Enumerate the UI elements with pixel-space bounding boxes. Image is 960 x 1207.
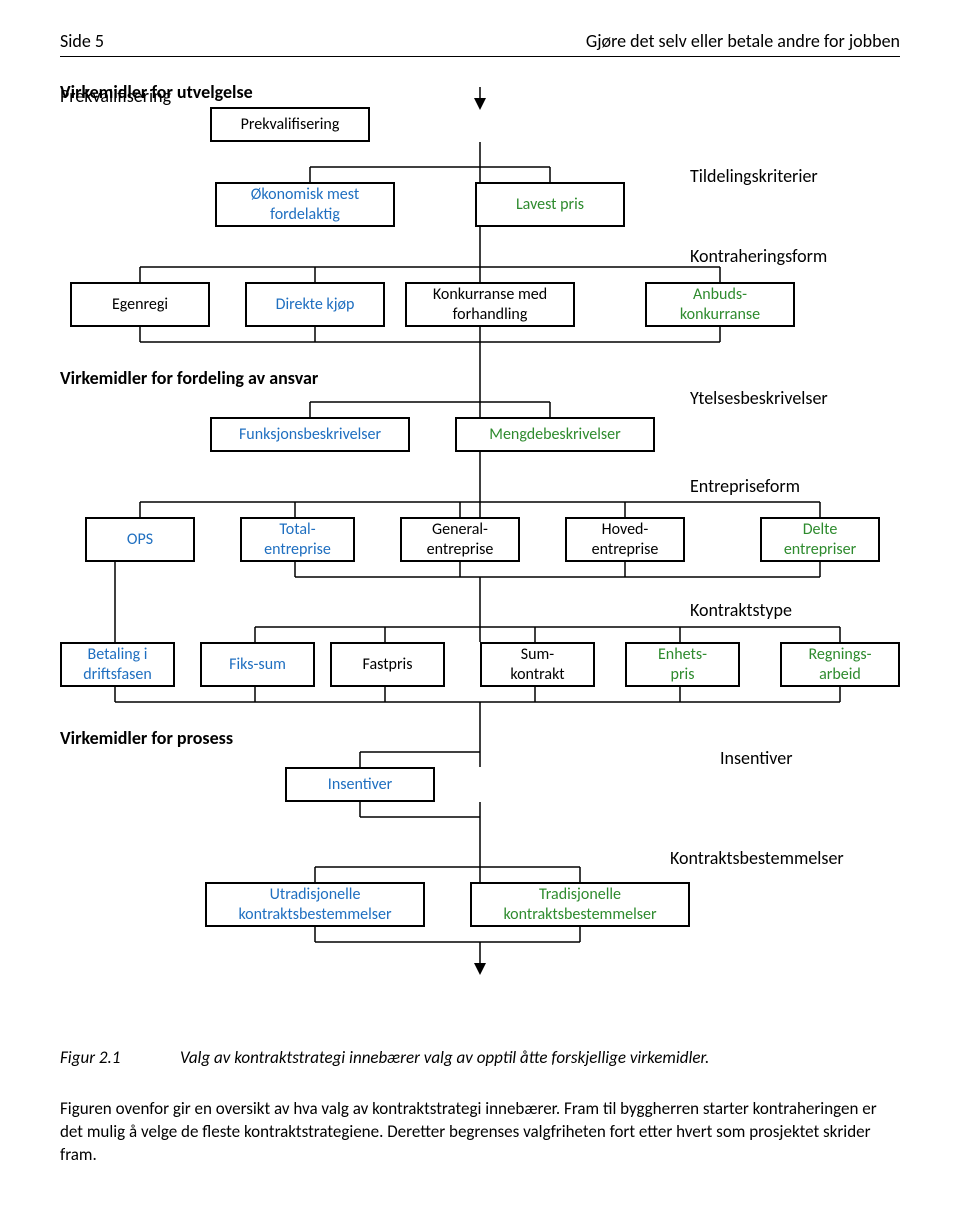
label-kontrahering: Kontraheringsform (690, 245, 827, 267)
box-konk-forh: Konkurranse med forhandling (405, 282, 575, 327)
label-kontraktsbestemmelser: Kontraktsbestemmelser (670, 847, 844, 869)
box-sumkontrakt: Sum- kontrakt (480, 642, 595, 687)
figure-caption: Figur 2.1 Valg av kontraktstrategi inneb… (60, 1047, 900, 1068)
figure-number: Figur 2.1 (60, 1047, 180, 1068)
label-prekval: Prekvalifisering (60, 85, 171, 107)
body-paragraph: Figuren ovenfor gir en oversikt av hva v… (60, 1098, 900, 1167)
label-ytelses: Ytelsesbeskrivelser (690, 387, 828, 409)
box-insentiver: Insentiver (285, 767, 435, 802)
box-delte: Delte entrepriser (760, 517, 880, 562)
header-left: Side 5 (60, 30, 104, 52)
box-mengde: Mengdebeskrivelser (455, 417, 655, 452)
box-fastpris: Fastpris (330, 642, 445, 687)
box-betaling: Betaling i driftsfasen (60, 642, 175, 687)
box-okonomisk: Økonomisk mest fordelaktig (215, 182, 395, 227)
label-tildeling: Tildelingskriterier (690, 165, 818, 187)
label-kontraktstype: Kontraktstype (690, 599, 792, 621)
header-rule (60, 56, 900, 57)
box-direkte: Direkte kjøp (245, 282, 385, 327)
box-enhetspris: Enhets- pris (625, 642, 740, 687)
box-anbud: Anbuds- konkurranse (645, 282, 795, 327)
section2-title: Virkemidler for fordeling av ansvar (60, 367, 318, 389)
box-hoved: Hoved- entreprise (565, 517, 685, 562)
section3-title: Virkemidler for prosess (60, 727, 233, 749)
figure-text: Valg av kontraktstrategi innebærer valg … (180, 1047, 709, 1068)
box-prekval: Prekvalifisering (210, 107, 370, 142)
box-trad: Tradisjonelle kontraktsbestemmelser (470, 882, 690, 927)
box-general: General- entreprise (400, 517, 520, 562)
box-total: Total- entreprise (240, 517, 355, 562)
label-insentiver: Insentiver (720, 747, 793, 769)
box-ops: OPS (85, 517, 195, 562)
box-utrad: Utradisjonelle kontraktsbestemmelser (205, 882, 425, 927)
box-fikssum: Fiks-sum (200, 642, 315, 687)
flowchart: Virkemidler for utvelgelse Prekvalifiser… (60, 87, 900, 1027)
box-lavest: Lavest pris (475, 182, 625, 227)
label-entrepriseform: Entrepriseform (690, 475, 800, 497)
box-egenregi: Egenregi (70, 282, 210, 327)
box-regnings: Regnings- arbeid (780, 642, 900, 687)
header-right: Gjøre det selv eller betale andre for jo… (586, 30, 900, 52)
box-funksjon: Funksjonsbeskrivelser (210, 417, 410, 452)
